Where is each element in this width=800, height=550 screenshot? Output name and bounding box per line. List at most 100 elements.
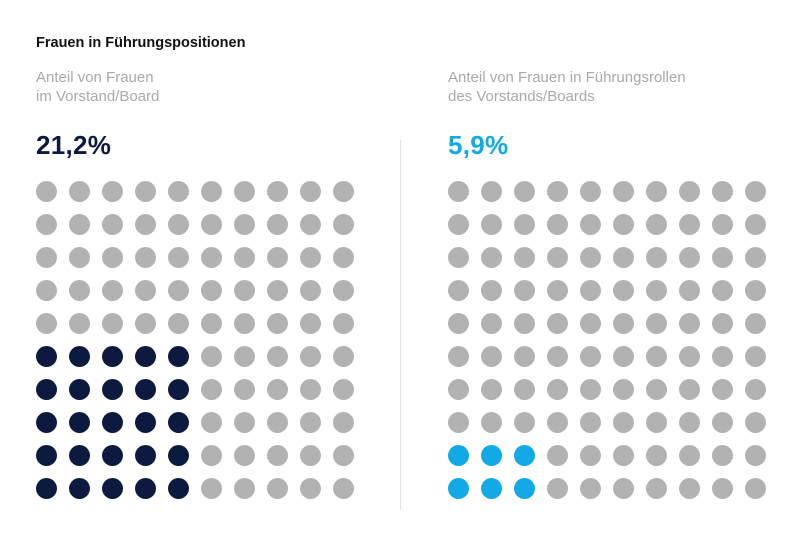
waffle-grid-board: [36, 181, 366, 511]
waffle-dot: [613, 280, 634, 301]
waffle-dot: [36, 247, 57, 268]
waffle-dot: [168, 247, 189, 268]
waffle-dot: [481, 214, 502, 235]
waffle-dot: [201, 412, 222, 433]
waffle-dot: [333, 379, 354, 400]
waffle-dot: [679, 412, 700, 433]
waffle-dot: [547, 313, 568, 334]
waffle-dot: [679, 181, 700, 202]
waffle-dot: [679, 214, 700, 235]
waffle-dot: [514, 313, 535, 334]
waffle-dot: [300, 214, 321, 235]
waffle-dot: [300, 181, 321, 202]
waffle-dot: [580, 412, 601, 433]
waffle-dot: [234, 346, 255, 367]
waffle-dot: [745, 280, 766, 301]
waffle-dot: [712, 280, 733, 301]
waffle-dot: [201, 280, 222, 301]
waffle-dot: [168, 181, 189, 202]
waffle-dot: [135, 214, 156, 235]
waffle-dot: [712, 313, 733, 334]
waffle-dot: [547, 247, 568, 268]
waffle-dot: [679, 346, 700, 367]
waffle-dot: [745, 379, 766, 400]
waffle-dot-highlighted: [102, 478, 123, 499]
waffle-dot: [333, 214, 354, 235]
waffle-dot: [514, 346, 535, 367]
waffle-dot: [102, 247, 123, 268]
waffle-dot: [679, 280, 700, 301]
waffle-dot: [514, 379, 535, 400]
waffle-dot: [234, 214, 255, 235]
waffle-dot: [267, 247, 288, 268]
waffle-dot: [69, 280, 90, 301]
waffle-dot: [267, 313, 288, 334]
waffle-dot: [646, 247, 667, 268]
waffle-dot: [547, 346, 568, 367]
waffle-dot: [234, 412, 255, 433]
waffle-dot: [712, 247, 733, 268]
waffle-dot: [135, 313, 156, 334]
waffle-grid-leadership: [448, 181, 778, 511]
waffle-dot: [300, 412, 321, 433]
waffle-dot: [712, 379, 733, 400]
waffle-dot: [69, 181, 90, 202]
waffle-dot: [300, 478, 321, 499]
waffle-dot-highlighted: [514, 445, 535, 466]
waffle-dot: [102, 214, 123, 235]
waffle-dot: [333, 478, 354, 499]
waffle-dot-highlighted: [168, 346, 189, 367]
waffle-dot-highlighted: [69, 478, 90, 499]
waffle-dot: [679, 478, 700, 499]
waffle-dot-highlighted: [135, 445, 156, 466]
waffle-dot: [448, 379, 469, 400]
waffle-dot: [613, 379, 634, 400]
waffle-dot: [646, 478, 667, 499]
waffle-dot: [547, 280, 568, 301]
waffle-dot: [333, 181, 354, 202]
waffle-dot: [613, 346, 634, 367]
waffle-dot: [448, 247, 469, 268]
waffle-dot: [300, 445, 321, 466]
waffle-dot: [514, 412, 535, 433]
waffle-dot: [300, 280, 321, 301]
waffle-dot: [547, 478, 568, 499]
waffle-dot: [234, 445, 255, 466]
waffle-dot: [333, 280, 354, 301]
waffle-dot: [745, 214, 766, 235]
waffle-dot: [580, 379, 601, 400]
waffle-dot: [547, 379, 568, 400]
waffle-dot: [234, 379, 255, 400]
waffle-dot: [267, 412, 288, 433]
panel-value-leadership: 5,9%: [448, 130, 509, 160]
panel-subtitle-board: Anteil von Frauen im Vorstand/Board: [36, 69, 160, 105]
waffle-dot: [646, 379, 667, 400]
waffle-dot: [481, 280, 502, 301]
waffle-dot: [168, 280, 189, 301]
waffle-dot-highlighted: [36, 379, 57, 400]
waffle-dot: [333, 346, 354, 367]
waffle-dot: [168, 214, 189, 235]
waffle-dot: [135, 247, 156, 268]
waffle-dot: [69, 214, 90, 235]
waffle-dot: [745, 412, 766, 433]
waffle-dot: [712, 346, 733, 367]
waffle-dot: [745, 247, 766, 268]
waffle-dot: [547, 214, 568, 235]
waffle-dot: [679, 313, 700, 334]
waffle-dot: [448, 181, 469, 202]
waffle-dot: [448, 346, 469, 367]
waffle-dot: [580, 445, 601, 466]
waffle-dot: [712, 445, 733, 466]
waffle-dot-highlighted: [481, 478, 502, 499]
waffle-dot-highlighted: [168, 379, 189, 400]
waffle-dot: [679, 445, 700, 466]
waffle-dot: [712, 478, 733, 499]
waffle-dot: [234, 247, 255, 268]
waffle-dot: [613, 313, 634, 334]
waffle-dot: [646, 280, 667, 301]
waffle-dot: [448, 280, 469, 301]
waffle-dot: [514, 214, 535, 235]
waffle-dot: [102, 313, 123, 334]
waffle-dot: [646, 181, 667, 202]
